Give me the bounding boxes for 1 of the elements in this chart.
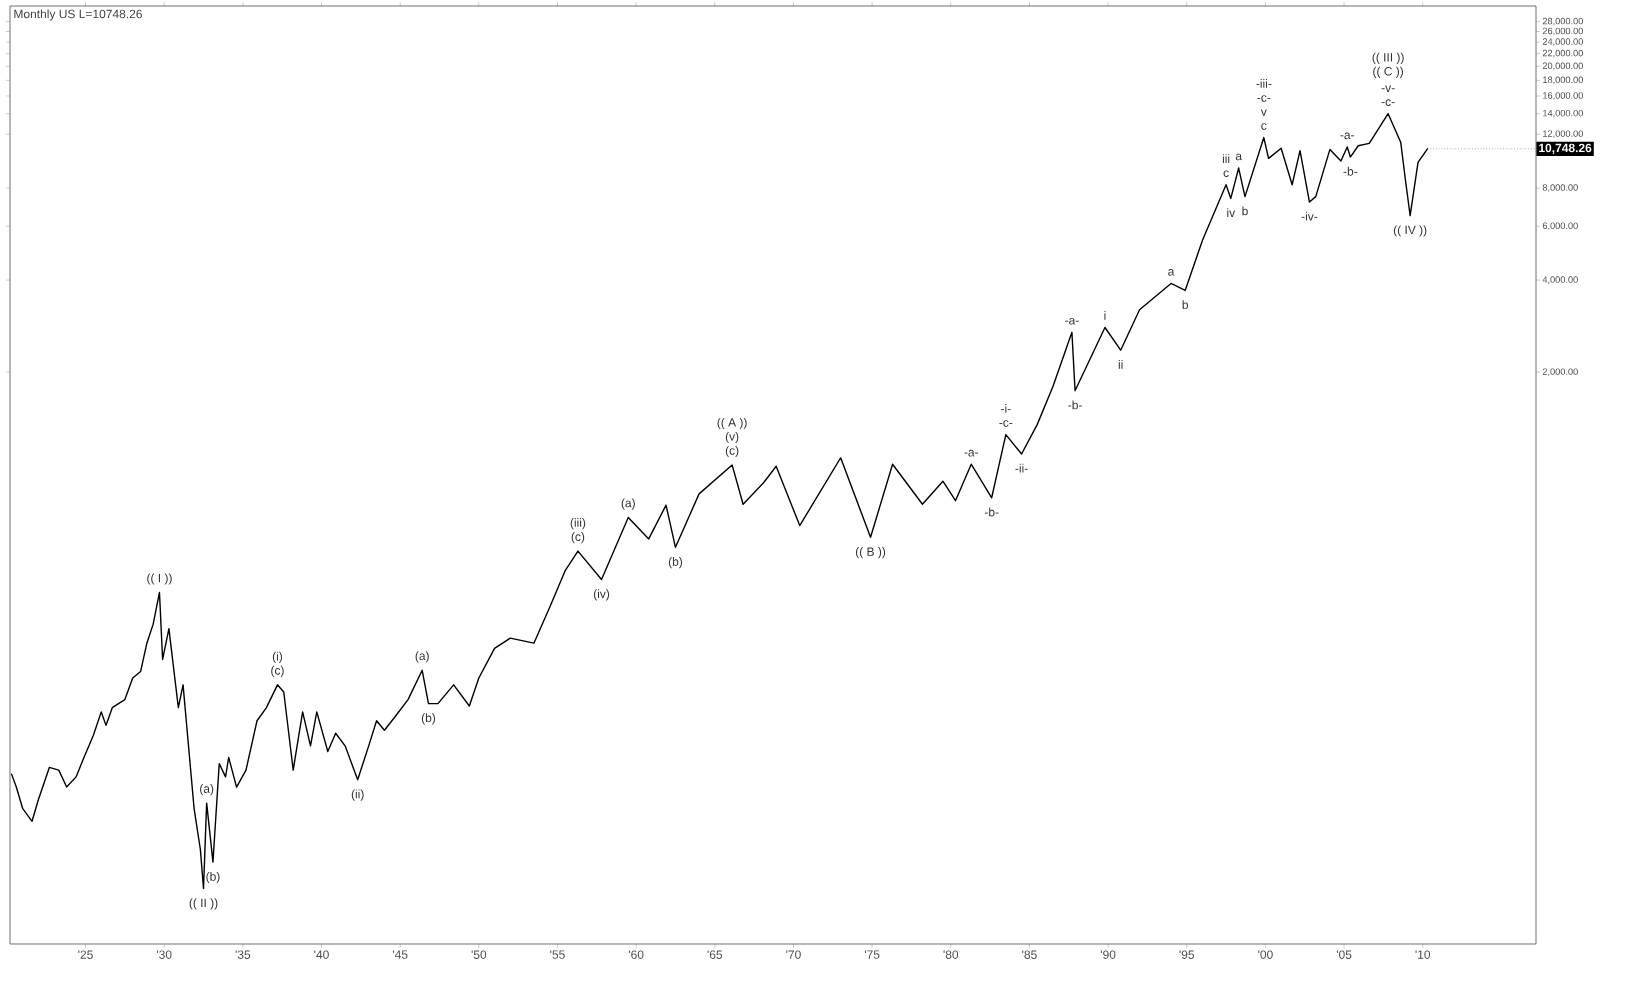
line-series	[10, 113, 1429, 890]
